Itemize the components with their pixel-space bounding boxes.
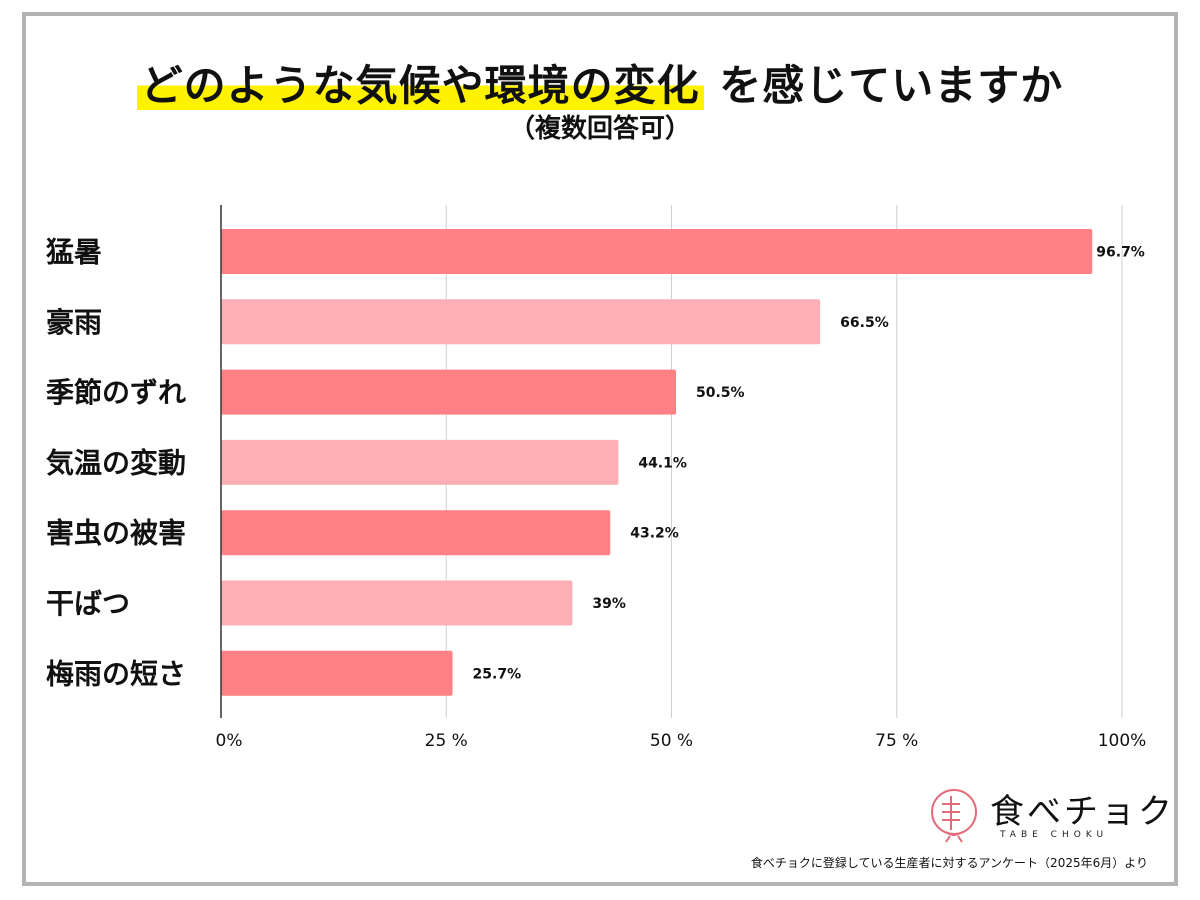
data-label: 44.1% <box>638 455 687 471</box>
x-tick-label: 75 % <box>875 731 918 751</box>
chart-title-rest: を感じていますか <box>703 61 1064 110</box>
x-tick-label: 100% <box>1098 731 1147 751</box>
category-label: 害虫の被害 <box>46 517 186 550</box>
data-label: 39% <box>592 596 626 612</box>
category-label: 猛暑 <box>46 236 102 269</box>
data-label: 66.5% <box>840 315 889 331</box>
source-note: 食べチョクに登録している生産者に対するアンケート（2025年6月）より <box>750 856 1148 870</box>
x-tick-label: 0% <box>216 731 243 751</box>
bar <box>221 650 453 696</box>
bar <box>221 439 619 485</box>
bar <box>221 580 573 626</box>
category-label: 梅雨の短さ <box>46 657 186 690</box>
x-tick-label: 25 % <box>425 731 468 751</box>
bar <box>221 229 1093 274</box>
logo-text: 食べチョク <box>990 792 1175 832</box>
category-label: 気温の変動 <box>46 446 186 479</box>
category-label: 豪雨 <box>46 306 102 339</box>
category-label: 干ばつ <box>46 587 130 620</box>
data-label: 43.2% <box>630 526 679 542</box>
chart-title: どのような気候や環境の変化 を感じていますか <box>0 52 1200 113</box>
chart-subtitle: （複数回答可） <box>508 114 691 144</box>
bar <box>221 510 611 556</box>
bar <box>221 299 821 345</box>
tabechoku-logo-icon <box>931 789 977 843</box>
category-label: 季節のずれ <box>46 376 186 409</box>
logo-subtext: TABE CHOKU <box>1000 830 1109 840</box>
x-tick-label: 50 % <box>650 731 693 751</box>
data-label: 96.7% <box>1096 245 1145 261</box>
chart-title-highlight: どのような気候や環境の変化 <box>136 61 704 110</box>
data-label: 50.5% <box>696 385 745 401</box>
bar <box>221 369 677 415</box>
data-label: 25.7% <box>473 666 522 682</box>
brand-logo: 食べチョク TABE CHOKU <box>928 784 1172 844</box>
